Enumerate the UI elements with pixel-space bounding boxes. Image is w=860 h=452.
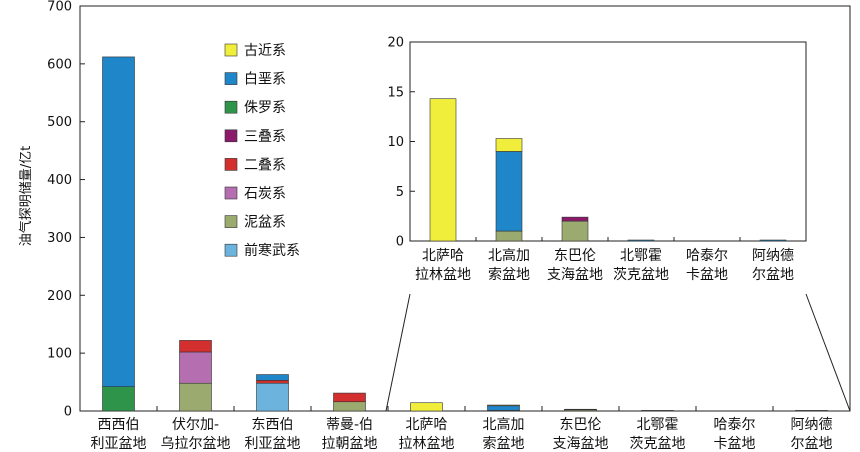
- y-tick-label: 600: [47, 57, 72, 72]
- x-category-label: 拉朝盆地: [322, 436, 378, 452]
- x-category-label: 西西伯: [98, 417, 140, 433]
- connector-line-right: [805, 293, 851, 412]
- bar-segment: [256, 374, 289, 381]
- bar-segment: [102, 386, 135, 412]
- main-plot-area: 0100200300400500600700西西伯利亚盆地伏尔加-乌拉尔盆地东西…: [47, 0, 851, 452]
- x-category-label: 北鄂霍: [637, 417, 679, 433]
- legend-swatch: [224, 43, 238, 57]
- inset-y-tick-label: 10: [387, 135, 404, 150]
- x-category-label: 卡盆地: [714, 436, 756, 452]
- y-tick-label: 200: [47, 289, 72, 304]
- inset-bar-segment: [561, 220, 589, 242]
- legend-swatch: [224, 243, 238, 257]
- inset-category-label: 索盆地: [488, 266, 530, 283]
- legend-label: 泥盆系: [244, 215, 286, 231]
- inset-category-label: 茨克盆地: [613, 267, 669, 283]
- x-category-label: 阿纳德: [791, 417, 833, 433]
- legend-swatch: [224, 129, 238, 143]
- legend-label: 侏罗系: [244, 100, 286, 116]
- legend-label: 三叠系: [244, 129, 286, 145]
- bar-segment: [487, 404, 520, 407]
- inset-category-label: 卡盆地: [686, 267, 728, 283]
- x-category-label: 利亚盆地: [245, 436, 301, 452]
- inset-category-label: 阿纳德: [752, 248, 794, 264]
- inset-bar-segment: [561, 216, 589, 222]
- y-tick-label: 0: [64, 405, 72, 420]
- bar-segment: [256, 380, 289, 384]
- x-category-label: 茨克盆地: [630, 436, 686, 452]
- inset-y-tick-label: 15: [387, 85, 404, 100]
- legend-swatch: [224, 186, 238, 200]
- bar-segment: [179, 340, 212, 353]
- bar-segment: [795, 410, 828, 412]
- inset-connector-lines: [385, 293, 851, 412]
- x-category-label: 北萨哈: [406, 417, 448, 433]
- inset-bar-segment: [759, 239, 787, 242]
- inset-category-label: 北高加: [488, 247, 530, 264]
- y-tick-label: 300: [47, 231, 72, 246]
- connector-line-left: [385, 293, 411, 412]
- legend-swatch: [224, 158, 238, 171]
- x-category-label: 乌拉尔盆地: [161, 436, 231, 452]
- bar-segment: [410, 402, 443, 412]
- legend-label: 白垩系: [244, 72, 286, 88]
- bar-segment: [179, 382, 212, 412]
- inset-bar-segment: [627, 239, 655, 242]
- bar-segment: [102, 56, 135, 387]
- inset-bar-segment: [495, 230, 523, 242]
- x-category-label: 东巴伦: [560, 417, 602, 433]
- y-tick-label: 700: [47, 0, 72, 15]
- legend-label: 二叠系: [244, 157, 286, 173]
- inset-bar-segment: [495, 151, 523, 232]
- x-category-label: 利亚盆地: [91, 436, 147, 452]
- inset-bar-segment: [429, 98, 457, 242]
- bar-segment: [333, 401, 366, 412]
- legend-swatch: [224, 100, 238, 114]
- y-axis-label: 油气探明储量/亿t: [18, 146, 34, 246]
- bar-segment: [564, 408, 597, 411]
- bar-segment: [487, 405, 520, 411]
- inset-bar-segment: [495, 138, 523, 152]
- legend-swatch: [224, 215, 238, 228]
- x-category-label: 哈泰尔: [714, 417, 756, 433]
- x-category-label: 尔盆地: [791, 436, 833, 452]
- bar-segment: [256, 382, 289, 412]
- inset-frame: [409, 41, 807, 242]
- y-tick-label: 500: [47, 115, 72, 130]
- inset-category-label: 北鄂霍: [620, 248, 662, 264]
- main-bars: [102, 56, 828, 412]
- y-tick-label: 400: [47, 173, 72, 188]
- inset-y-tick-label: 20: [387, 36, 404, 51]
- legend-swatch: [224, 72, 238, 85]
- legend-label: 石炭系: [244, 186, 286, 202]
- inset-category-label: 东巴伦: [554, 248, 596, 264]
- bar-segment: [641, 410, 674, 412]
- inset-y-tick-label: 0: [396, 235, 404, 250]
- legend-label: 古近系: [244, 43, 286, 59]
- y-tick-label: 100: [47, 347, 72, 362]
- bar-segment: [333, 392, 366, 403]
- legend-label: 前寒武系: [244, 242, 300, 259]
- x-category-label: 拉林盆地: [399, 436, 455, 452]
- x-category-label: 北高加: [483, 416, 525, 433]
- x-category-label: 伏尔加-: [172, 417, 219, 433]
- x-category-label: 支海盆地: [553, 436, 609, 452]
- inset-y-tick-label: 5: [396, 185, 404, 200]
- inset-category-label: 拉林盆地: [415, 267, 471, 283]
- inset-category-label: 哈泰尔: [686, 248, 728, 264]
- inset-category-label: 支海盆地: [547, 267, 603, 283]
- inset-category-label: 北萨哈: [422, 248, 464, 264]
- bar-segment: [179, 351, 212, 384]
- x-category-label: 东西伯: [252, 417, 294, 433]
- inset-category-label: 尔盆地: [752, 267, 794, 283]
- x-category-label: 索盆地: [483, 435, 525, 452]
- x-category-label: 蒂曼-伯: [326, 417, 373, 433]
